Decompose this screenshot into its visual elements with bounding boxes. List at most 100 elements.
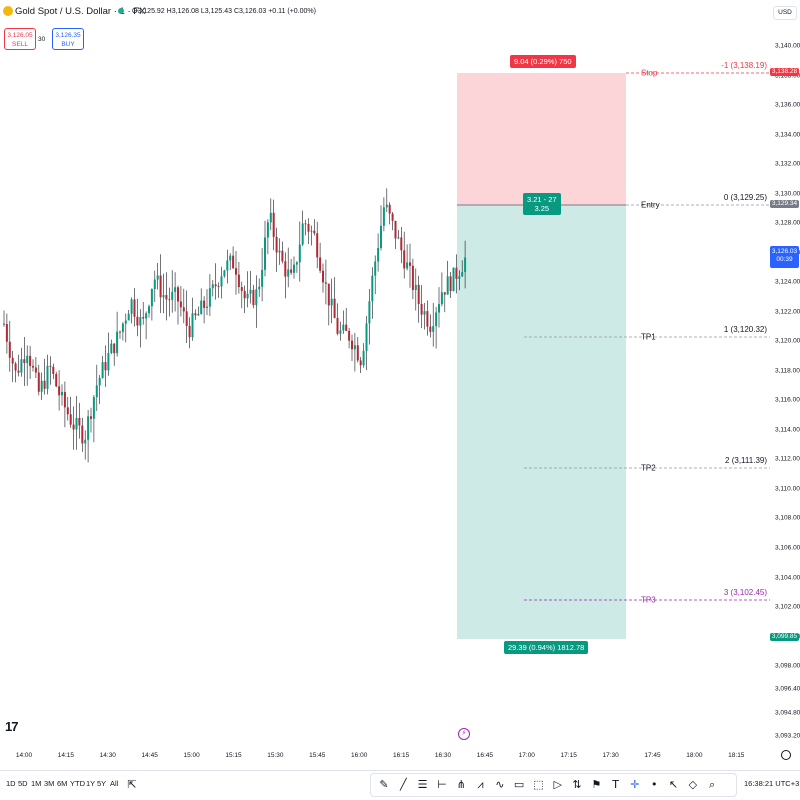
candle-body xyxy=(362,350,365,366)
candle-body xyxy=(443,292,446,295)
range-button-1y[interactable]: 1Y xyxy=(86,779,96,788)
candle-body xyxy=(66,407,69,415)
candle-body xyxy=(359,360,362,366)
candle-body xyxy=(406,262,409,269)
buy-price: 3,126.35 xyxy=(55,32,81,39)
pencil-icon[interactable]: ✎ xyxy=(379,778,389,791)
time-tick-label: 15:15 xyxy=(225,752,242,759)
candle-body xyxy=(272,212,275,237)
long-position-icon[interactable]: ⇅ xyxy=(572,778,582,791)
candle-body xyxy=(191,313,194,338)
candle-body xyxy=(307,224,310,232)
candle-body xyxy=(185,311,188,326)
price-tick-label: 3,098.00 xyxy=(775,662,800,670)
horizontal-line-icon[interactable]: ⊢ xyxy=(437,778,447,791)
rectangle-icon[interactable]: ▭ xyxy=(513,778,525,791)
candle-body xyxy=(34,367,37,373)
text-icon[interactable]: T xyxy=(612,778,619,791)
candle-body xyxy=(371,275,374,302)
candle-body xyxy=(148,306,150,314)
candle-body xyxy=(217,286,220,288)
range-button-3m[interactable]: 3M xyxy=(44,779,55,788)
flag-icon[interactable]: ⚑ xyxy=(591,778,602,791)
candle-body xyxy=(145,313,148,319)
candle-body xyxy=(432,326,435,332)
candle-body xyxy=(377,247,380,262)
symbol-title[interactable]: Gold Spot / U.S. Dollar · 1 · FX xyxy=(15,6,146,17)
candle-body xyxy=(258,286,261,290)
candle-body xyxy=(142,317,145,319)
candle-body xyxy=(339,330,342,334)
candle-body xyxy=(353,345,356,350)
candle-body xyxy=(266,222,269,238)
flash-icon[interactable]: ⚡ xyxy=(458,728,470,740)
candle-body xyxy=(414,284,417,290)
fib-icon[interactable]: ☰ xyxy=(417,778,428,791)
market-status-icon xyxy=(118,8,124,14)
range-button-all[interactable]: All xyxy=(110,779,119,788)
time-tick-label: 18:00 xyxy=(686,752,703,759)
range-button-1m[interactable]: 1M xyxy=(31,779,42,788)
time-tick-label: 14:45 xyxy=(141,752,158,759)
clock: 16:38:21 UTC+3:30 xyxy=(744,779,800,788)
target-info-label[interactable]: 29.39 (0.94%) 1812.78 xyxy=(504,641,589,654)
candle-body xyxy=(194,313,197,316)
trend-line-icon[interactable]: ╱ xyxy=(399,778,407,791)
level-value-tp2: 2 (3,111.39) xyxy=(725,456,767,465)
range-button-5d[interactable]: 5D xyxy=(18,779,28,788)
crosshair-icon[interactable]: ✛ xyxy=(630,778,640,791)
time-tick-label: 17:45 xyxy=(644,752,661,759)
axis-settings-icon[interactable] xyxy=(781,750,791,760)
arrow-cursor-icon[interactable]: ↖ xyxy=(668,778,679,791)
buy-button[interactable]: 3,126.35 BUY xyxy=(52,28,84,50)
candle-body xyxy=(301,223,304,245)
pitchfork-icon[interactable]: ⋔ xyxy=(456,778,466,791)
candle-body xyxy=(8,341,11,358)
time-tick-label: 15:30 xyxy=(267,752,284,759)
sell-button[interactable]: 3,126.05 SELL xyxy=(4,28,36,50)
dot-icon[interactable]: • xyxy=(650,778,658,791)
candle-body xyxy=(435,312,438,327)
frame-icon[interactable]: ⬚ xyxy=(533,778,544,791)
candle-body xyxy=(333,298,336,318)
candle-body xyxy=(449,276,452,291)
candle-body xyxy=(220,276,223,287)
currency-button[interactable]: USD xyxy=(773,6,797,20)
wave-icon[interactable]: ∿ xyxy=(495,778,505,791)
candle-body xyxy=(310,230,313,232)
candle-body xyxy=(26,355,29,364)
tradingview-logo-icon[interactable]: 17 xyxy=(5,719,19,734)
range-button-5y[interactable]: 5Y xyxy=(97,779,107,788)
stop-loss-zone[interactable] xyxy=(457,73,626,205)
candle-body xyxy=(87,416,90,440)
play-icon[interactable]: ▷ xyxy=(553,778,562,791)
price-tick-label: 3,114.00 xyxy=(775,426,800,434)
take-profit-zone[interactable] xyxy=(457,205,626,639)
candle-body xyxy=(49,365,52,367)
ruler-icon[interactable]: ◇ xyxy=(688,778,698,791)
price-chart[interactable] xyxy=(0,0,770,740)
price-tick-label: 3,138.00 xyxy=(775,72,800,80)
candle-body xyxy=(249,289,252,294)
candle-body xyxy=(304,223,307,225)
entry-price-badge: 3,129.34 xyxy=(770,200,799,208)
candle-body xyxy=(156,275,159,280)
candle-body xyxy=(116,331,119,354)
range-button-1d[interactable]: 1D xyxy=(6,779,16,788)
level-tag-entry: Entry xyxy=(641,200,660,210)
pattern-icon[interactable]: ⩘ xyxy=(477,778,484,791)
candle-body xyxy=(348,330,351,341)
compare-date-icon[interactable]: ⇱ xyxy=(127,778,137,791)
stop-info-label[interactable]: 9.04 (0.29%) 750 xyxy=(510,55,576,68)
candle-body xyxy=(119,331,121,333)
candle-body xyxy=(61,391,63,396)
entry-info-label[interactable]: 3.21 - 27 3.25 xyxy=(523,193,561,215)
range-button-6m[interactable]: 6M xyxy=(57,779,68,788)
candle-body xyxy=(110,343,113,354)
zoom-icon[interactable]: ⌕ xyxy=(709,778,716,791)
candle-body xyxy=(411,265,414,290)
candle-body xyxy=(397,237,400,239)
candle-body xyxy=(368,301,371,324)
candle-body xyxy=(319,257,322,271)
range-button-ytd[interactable]: YTD xyxy=(70,779,85,788)
